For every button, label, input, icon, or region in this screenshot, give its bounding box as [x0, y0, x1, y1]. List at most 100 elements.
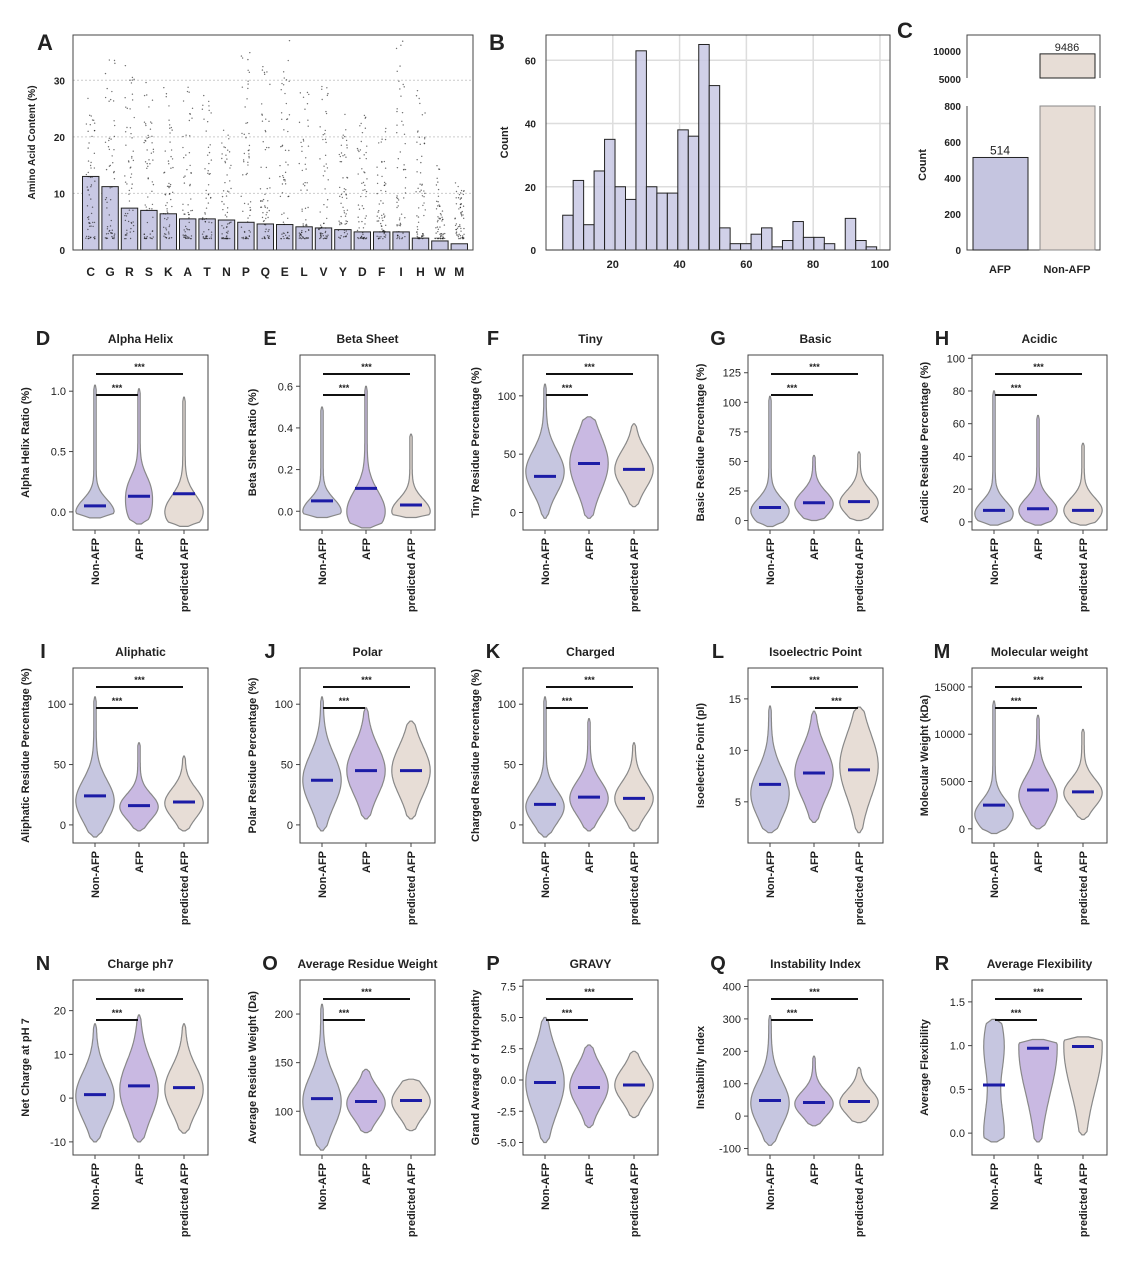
data-point [265, 118, 267, 120]
data-point [113, 233, 116, 235]
data-point [436, 205, 439, 207]
data-point [382, 219, 384, 222]
data-point [361, 182, 363, 185]
histogram-bar [604, 138, 616, 251]
data-point [248, 235, 251, 237]
violin-predicted-afp [839, 1066, 879, 1124]
data-point [462, 237, 464, 240]
panel-letter: C [897, 18, 913, 43]
bar [276, 224, 294, 251]
data-point [268, 228, 270, 231]
data-point [326, 87, 328, 89]
data-point [423, 214, 425, 217]
data-point [88, 235, 90, 238]
bar [392, 231, 410, 251]
histogram-bar [656, 192, 668, 251]
data-point [436, 177, 438, 180]
panel-title: Average Flexibility [987, 957, 1093, 971]
data-point [222, 190, 225, 192]
data-point [421, 195, 424, 197]
data-point [131, 76, 134, 79]
data-point [113, 170, 115, 173]
data-point [94, 237, 96, 240]
data-point [210, 112, 212, 114]
data-point [90, 115, 92, 117]
data-point [382, 202, 384, 204]
data-point [89, 176, 92, 179]
data-point [266, 234, 269, 237]
data-point [262, 65, 264, 68]
data-point [104, 198, 107, 201]
data-point [130, 166, 132, 168]
x-tick-label: AFP [584, 851, 596, 873]
x-tick-label: AFP [584, 1163, 596, 1185]
significance-label: *** [134, 987, 145, 997]
data-point [113, 236, 115, 238]
y-tick-label: 0 [59, 246, 65, 257]
data-point [327, 179, 329, 181]
data-point [165, 93, 168, 95]
data-point [282, 84, 285, 86]
data-point [306, 224, 308, 227]
upper-axis-frame [966, 34, 1101, 78]
data-point [132, 224, 135, 227]
data-point [229, 237, 231, 240]
data-point [300, 231, 303, 234]
y-tick-label: 0 [60, 820, 66, 832]
data-point [126, 107, 128, 110]
data-point [302, 223, 304, 225]
data-point [457, 234, 459, 236]
data-point [345, 235, 347, 238]
data-point [93, 167, 96, 169]
panel-title: Charge ph7 [107, 957, 173, 971]
data-point [383, 184, 385, 187]
data-point [93, 152, 96, 155]
data-point [125, 106, 127, 108]
data-point [168, 119, 170, 121]
significance-label: *** [112, 696, 123, 706]
data-point [240, 226, 243, 228]
data-point [300, 141, 302, 144]
data-point [397, 205, 399, 207]
data-point [416, 215, 418, 217]
data-point [245, 173, 247, 176]
data-point [267, 230, 269, 233]
data-point [221, 195, 224, 198]
panel-title: Isoelectric Point [769, 645, 862, 659]
data-point [461, 235, 464, 237]
data-point [342, 206, 344, 209]
data-point [150, 152, 153, 154]
data-point [165, 227, 167, 229]
data-point [357, 173, 359, 175]
data-point [226, 223, 229, 225]
data-point [104, 72, 107, 75]
significance-label: *** [1011, 1008, 1022, 1018]
data-point [262, 141, 264, 143]
violin-non-afp [525, 696, 565, 838]
data-point [346, 197, 348, 199]
data-point [133, 116, 135, 119]
data-point [147, 136, 150, 139]
x-tick-label: Non-AFP [765, 538, 777, 585]
x-tick-label: Non-AFP [540, 1163, 552, 1210]
data-point [422, 237, 424, 240]
panel-letter: R [935, 953, 950, 975]
data-point [460, 230, 462, 232]
data-point [264, 193, 266, 196]
data-point [363, 171, 365, 173]
data-point [206, 237, 209, 240]
data-point [90, 184, 93, 186]
panel-f: F Tiny 0 50 100 Tiny Residue Percentage (%) No… [470, 328, 659, 612]
data-point [459, 237, 461, 240]
data-point [247, 87, 249, 90]
data-label: 9486 [1055, 42, 1079, 54]
data-point [319, 227, 322, 229]
data-point [342, 154, 344, 157]
data-point [187, 211, 189, 214]
x-tick-label: Q [261, 265, 270, 279]
data-point [111, 235, 113, 238]
data-point [356, 147, 359, 150]
data-point [440, 214, 442, 216]
data-point [152, 151, 155, 153]
data-point [146, 94, 148, 96]
